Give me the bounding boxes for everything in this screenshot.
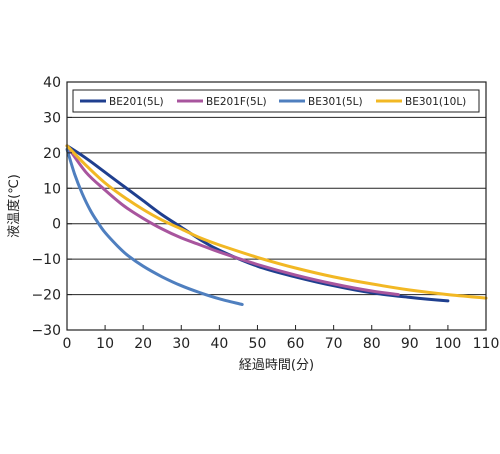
- x-tick-label: 100: [435, 336, 462, 352]
- series-lines: [65, 144, 488, 306]
- x-tick-label: 80: [363, 336, 381, 352]
- series-line: [65, 147, 244, 306]
- y-tick-labels: −30 −20 −10 0 10 20 30 40: [31, 75, 61, 339]
- y-tick-label: −10: [31, 252, 61, 268]
- tick-marks: [66, 81, 487, 331]
- x-tick-label: 10: [96, 336, 114, 352]
- x-tick-label: 0: [63, 336, 72, 352]
- legend-label: BE201(5L): [109, 96, 164, 108]
- legend-label: BE301(10L): [405, 96, 466, 108]
- x-tick-label: 50: [249, 336, 267, 352]
- legend-label: BE201F(5L): [206, 96, 267, 108]
- series-line: [65, 144, 400, 297]
- x-axis-label: 経過時間(分): [239, 358, 314, 373]
- y-tick-label: −20: [31, 288, 61, 304]
- x-tick-label: 40: [210, 336, 228, 352]
- y-tick-label: 30: [43, 110, 61, 126]
- gridlines: [67, 116, 486, 296]
- y-tick-label: 0: [52, 217, 61, 233]
- x-tick-label: 60: [287, 336, 305, 352]
- y-axis-label: 液温度(℃): [6, 174, 22, 238]
- y-tick-label: 10: [43, 181, 61, 197]
- legend: BE201(5L) BE201F(5L) BE301(5L) BE301(10L): [72, 89, 480, 113]
- x-tick-label: 30: [172, 336, 190, 352]
- y-tick-label: 20: [43, 146, 61, 162]
- series-line: [65, 144, 488, 300]
- x-tick-label: 110: [473, 336, 500, 352]
- y-tick-label: 40: [43, 75, 61, 91]
- x-tick-label: 70: [325, 336, 343, 352]
- plot-frame: [66, 81, 487, 331]
- x-tick-label: 20: [134, 336, 152, 352]
- x-tick-label: 90: [401, 336, 419, 352]
- legend-box: [72, 89, 480, 113]
- x-tick-labels: 0 10 20 30 40 50 60 70 80 90 100 110: [63, 336, 500, 352]
- series-line: [65, 144, 450, 303]
- y-tick-label: −30: [31, 323, 61, 339]
- legend-label: BE301(5L): [308, 96, 363, 108]
